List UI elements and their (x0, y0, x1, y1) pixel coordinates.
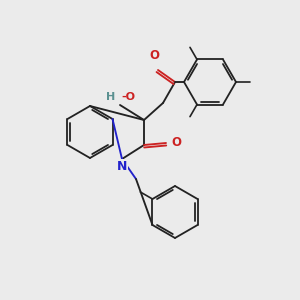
Text: O: O (171, 136, 181, 149)
Text: N: N (117, 160, 127, 173)
Text: O: O (149, 49, 159, 62)
Text: H: H (106, 92, 115, 102)
Text: -O: -O (121, 92, 135, 102)
